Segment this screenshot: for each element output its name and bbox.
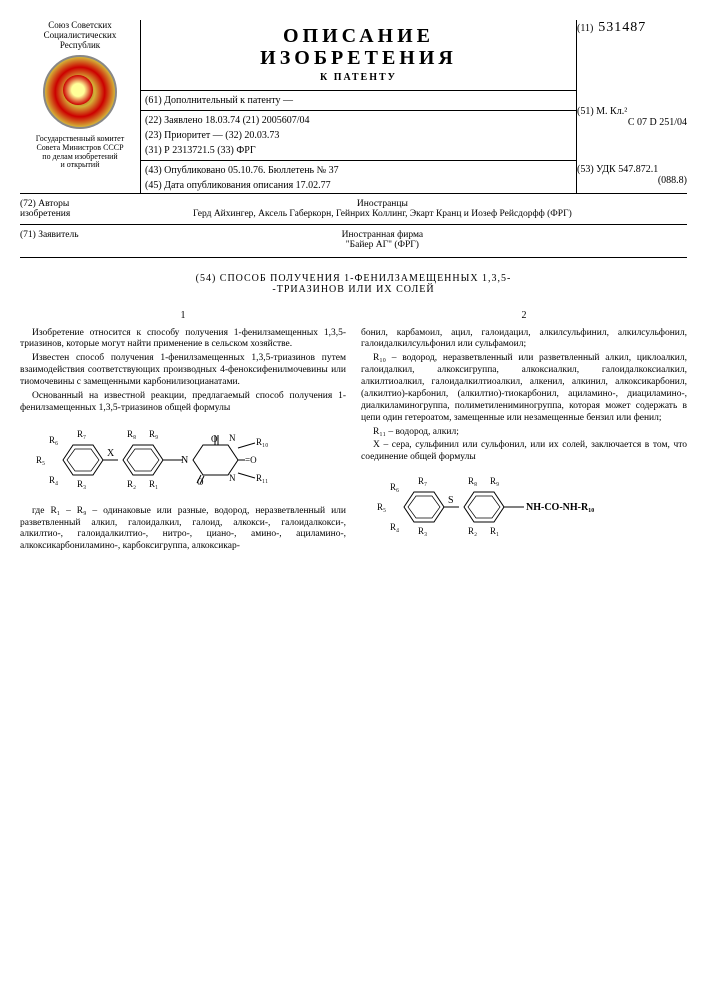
ussr-emblem-icon bbox=[43, 55, 117, 129]
f53-label: (53) УДК bbox=[577, 164, 616, 175]
structural-formula2-icon: R₆ R₅ R₄ R₃ R₇ S R₈ R₉ R₂ R₁ NH-CO-NH-R₁… bbox=[374, 472, 674, 542]
svg-text:R₅: R₅ bbox=[377, 502, 386, 512]
f31: (31) Р 2313721.5 (33) ФРГ bbox=[141, 143, 576, 158]
title-line2: ИЗОБРЕТЕНИЯ bbox=[141, 47, 576, 69]
doc-title-block: ОПИСАНИЕ ИЗОБРЕТЕНИЯ К ПАТЕНТУ bbox=[141, 20, 576, 88]
col2-num: 2 bbox=[361, 310, 687, 323]
svg-text:R₃: R₃ bbox=[418, 526, 427, 536]
body-columns: 1 Изобретение относится к способу получе… bbox=[20, 310, 687, 555]
svg-text:R₂: R₂ bbox=[127, 479, 136, 489]
label72: (72) Авторы изобретения bbox=[20, 199, 110, 219]
svg-text:R₇: R₇ bbox=[418, 476, 427, 486]
col1-p3: Основанный на известной реакции, предлаг… bbox=[20, 391, 346, 415]
subtitle: К ПАТЕНТУ bbox=[141, 72, 576, 83]
pat-num: 531487 bbox=[598, 20, 646, 35]
col1-p1: Изобретение относится к способу получени… bbox=[20, 328, 346, 352]
rule bbox=[20, 257, 687, 258]
svg-text:R₂: R₂ bbox=[468, 526, 477, 536]
col2-p1: бонил, карбамоил, ацил, галоидацил, алки… bbox=[361, 328, 687, 352]
applicant-block: (71) Заявитель Иностранная фирма "Байер … bbox=[20, 224, 687, 255]
committee-block: Государственный комитет Совета Министров… bbox=[20, 135, 140, 170]
rule bbox=[141, 90, 576, 91]
svg-text:R₆: R₆ bbox=[390, 482, 399, 492]
svg-text:R₁₀: R₁₀ bbox=[256, 437, 268, 447]
svg-text:R₁₁: R₁₁ bbox=[256, 473, 268, 483]
f51-value: С 07 D 251/04 bbox=[577, 117, 687, 128]
column-2: 2 бонил, карбамоил, ацил, галоидацил, ал… bbox=[361, 310, 687, 555]
f51-label: (51) М. Кл.² bbox=[577, 106, 687, 117]
authors-content: Иностранцы Герд Айхингер, Аксель Габерко… bbox=[112, 199, 652, 219]
foreigners: Иностранцы bbox=[112, 199, 652, 209]
svg-text:R₃: R₃ bbox=[77, 479, 86, 489]
f45: (45) Дата опубликования описания 17.02.7… bbox=[141, 178, 576, 193]
biblio-middle: (61) Дополнительный к патенту — (22) Зая… bbox=[141, 88, 577, 193]
svg-text:N: N bbox=[229, 473, 236, 483]
col2-r11: R₁₁ – водород, алкил; bbox=[361, 427, 687, 439]
firm-name: "Байер АГ" (ФРГ) bbox=[112, 240, 652, 250]
svg-text:R₈: R₈ bbox=[127, 429, 136, 439]
svg-text:R₉: R₉ bbox=[490, 476, 499, 486]
svg-text:R₉: R₉ bbox=[149, 429, 158, 439]
col1-p2: Известен способ получения 1-фенилзамещен… bbox=[20, 353, 346, 389]
label71: (71) Заявитель bbox=[20, 230, 110, 240]
f53-value2: (088.8) bbox=[577, 175, 687, 186]
column-1: 1 Изобретение относится к способу получе… bbox=[20, 310, 346, 555]
issuer-cell: Союз Советских Социалистических Республи… bbox=[20, 20, 141, 193]
second-formula: R₆ R₅ R₄ R₃ R₇ S R₈ R₉ R₂ R₁ NH-CO-NH-R₁… bbox=[361, 472, 687, 542]
f22: (22) Заявлено 18.03.74 (21) 2005607/04 bbox=[141, 113, 576, 128]
svg-text:N: N bbox=[181, 455, 188, 466]
issuer-line: Республик bbox=[20, 40, 140, 50]
structural-formula-icon: R₆ R₅ R₄ R₃ R₇ X R₈ R₉ R₂ R₁ N bbox=[33, 423, 333, 498]
invention-title: (54) СПОСОБ ПОЛУЧЕНИЯ 1-ФЕНИЛЗАМЕЩЕННЫХ … bbox=[20, 273, 687, 295]
f53-value1: 547.872.1 bbox=[618, 164, 658, 175]
col1-num: 1 bbox=[20, 310, 346, 323]
svg-text:X: X bbox=[107, 448, 115, 459]
applicant-content: Иностранная фирма "Байер АГ" (ФРГ) bbox=[112, 230, 652, 250]
svg-text:R₆: R₆ bbox=[49, 435, 58, 445]
issuer-line: Союз Советских bbox=[20, 20, 140, 30]
biblio-right: (51) М. Кл.² С 07 D 251/04 (53) УДК 547.… bbox=[577, 88, 688, 193]
pat-num-label: (11) bbox=[577, 23, 593, 34]
title-num: (54) bbox=[196, 273, 217, 284]
firm-label: Иностранная фирма bbox=[112, 230, 652, 240]
svg-text:NH-CO-NH-R₁₀: NH-CO-NH-R₁₀ bbox=[526, 502, 594, 513]
authors-block: (72) Авторы изобретения Иностранцы Герд … bbox=[20, 193, 687, 224]
title-line2: -ТРИАЗИНОВ ИЛИ ИХ СОЛЕЙ bbox=[272, 284, 434, 295]
issuer-line: Социалистических bbox=[20, 30, 140, 40]
rule bbox=[141, 110, 576, 111]
svg-text:R₁: R₁ bbox=[490, 526, 499, 536]
svg-text:=O: =O bbox=[245, 455, 257, 465]
title-cell: ОПИСАНИЕ ИЗОБРЕТЕНИЯ К ПАТЕНТУ bbox=[141, 20, 577, 88]
committee-line: и открытий bbox=[20, 161, 140, 170]
col1-where: где R₁ – R₉ – одинаковые или разные, вод… bbox=[20, 506, 346, 554]
col2-r10: R₁₀ – водород, неразветвленный или разве… bbox=[361, 353, 687, 424]
svg-text:R₇: R₇ bbox=[77, 429, 86, 439]
svg-text:R₁: R₁ bbox=[149, 479, 158, 489]
main-formula: R₆ R₅ R₄ R₃ R₇ X R₈ R₉ R₂ R₁ N bbox=[20, 423, 346, 498]
rule bbox=[141, 160, 576, 161]
f23: (23) Приоритет — (32) 20.03.73 bbox=[141, 128, 576, 143]
f61: (61) Дополнительный к патенту — bbox=[141, 93, 576, 108]
svg-text:R₅: R₅ bbox=[36, 455, 45, 465]
svg-text:S: S bbox=[448, 495, 454, 506]
f43: (43) Опубликовано 05.10.76. Бюллетень № … bbox=[141, 163, 576, 178]
title-line1: СПОСОБ ПОЛУЧЕНИЯ 1-ФЕНИЛЗАМЕЩЕННЫХ 1,3,5… bbox=[220, 273, 512, 284]
author-names: Герд Айхингер, Аксель Габеркорн, Гейнрих… bbox=[112, 209, 652, 219]
col2-x: Х – сера, сульфинил или сульфонил, или и… bbox=[361, 440, 687, 464]
header-table: Союз Советских Социалистических Республи… bbox=[20, 20, 687, 193]
svg-text:N: N bbox=[229, 433, 236, 443]
patent-number-cell: (11) 531487 bbox=[577, 20, 688, 88]
title-line1: ОПИСАНИЕ bbox=[141, 25, 576, 47]
svg-text:R₄: R₄ bbox=[49, 475, 58, 485]
svg-text:R₄: R₄ bbox=[390, 522, 399, 532]
svg-text:R₈: R₈ bbox=[468, 476, 477, 486]
